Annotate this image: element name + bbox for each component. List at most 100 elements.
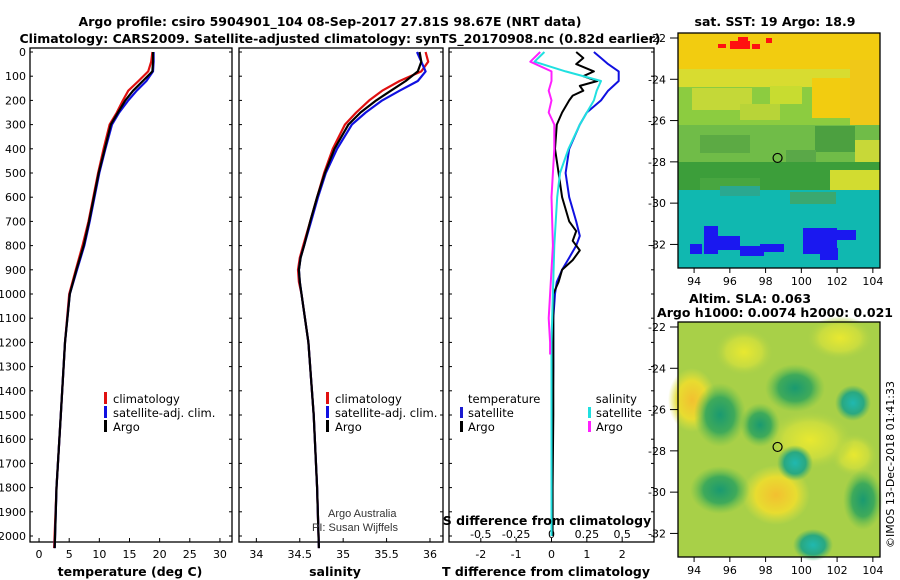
- depth-tick-label: 1500: [0, 409, 26, 422]
- x-tick-label: 5: [66, 548, 73, 561]
- s-difference-axis-label: S difference from climatology: [443, 513, 652, 528]
- series-argo: [297, 51, 423, 549]
- depth-tick-label: 1100: [0, 312, 26, 325]
- lat-tick-label: -32: [648, 527, 666, 540]
- depth-tick-label: 0: [19, 46, 26, 59]
- lat-tick-label: -30: [648, 197, 666, 210]
- depth-tick-label: 200: [5, 94, 26, 107]
- depth-tick-label: 2000: [0, 530, 26, 543]
- sla-map-title2: Argo h1000: 0.0074 h2000: 0.021: [657, 305, 893, 320]
- lat-tick-label: -30: [648, 486, 666, 499]
- lat-tick-label: -22: [648, 32, 666, 45]
- x-tick-label: -1: [511, 548, 522, 561]
- temperature-legend: climatology satellite-adj. clim. Argo: [104, 392, 215, 434]
- x-tick-label: 30: [213, 548, 227, 561]
- legend-swatch-climatology: [326, 392, 329, 404]
- depth-tick-label: 1900: [0, 506, 26, 519]
- s-x-tick-label: 0.25: [575, 528, 600, 541]
- legend-swatch-satellite: [326, 406, 329, 418]
- x-tick-label: 25: [183, 548, 197, 561]
- x-tick-label: 1: [583, 548, 590, 561]
- depth-tick-label: 600: [5, 191, 26, 204]
- legend-swatch-argo: [104, 420, 107, 432]
- x-tick-label: 36: [423, 548, 437, 561]
- legend-heading-salinity: salinity: [596, 392, 637, 406]
- legend-label-satellite: satellite-adj. clim.: [113, 406, 215, 420]
- legend-swatch-t-satellite: [460, 407, 463, 418]
- sst-map-frame: [677, 32, 881, 269]
- lat-tick-label: -32: [648, 238, 666, 251]
- legend-swatch-climatology: [104, 392, 107, 404]
- difference-plot: -2 -1 0 1 2-0.5 -0.25 0 0.25 0.5: [470, 51, 631, 561]
- legend-label-t-satellite: satellite: [468, 406, 514, 420]
- legend-label-t-argo: Argo: [468, 420, 495, 434]
- salinity-legend: climatology satellite-adj. clim. Argo: [326, 392, 437, 434]
- s-x-tick-label: -0.25: [502, 528, 530, 541]
- salinity-plot: 34 34.5 35 35.5 36: [249, 51, 437, 561]
- x-tick-label: 10: [92, 548, 106, 561]
- legend-heading-temperature: temperature: [468, 392, 540, 406]
- legend-swatch-s-argo: [588, 421, 591, 432]
- map-axes: -22 -24 -26 -28 -30 -32 94 96 98 100 102 104 -22 -24 -…: [648, 32, 883, 577]
- series-temperature-argo: [551, 51, 599, 536]
- x-tick-label: -2: [475, 548, 486, 561]
- lat-tick-label: -28: [648, 445, 666, 458]
- legend-swatch-argo: [326, 420, 329, 432]
- depth-tick-label: 300: [5, 119, 26, 132]
- temperature-plot: 0 5 10 15 20 25 30: [36, 51, 227, 561]
- depth-tick-label: 1800: [0, 482, 26, 495]
- legend-label-climatology: climatology: [113, 392, 180, 406]
- lon-tick-label: 104: [862, 564, 883, 577]
- depth-tick-label: 400: [5, 143, 26, 156]
- lat-tick-label: -26: [648, 404, 666, 417]
- legend-swatch-t-argo: [460, 421, 463, 432]
- lon-tick-label: 102: [827, 564, 848, 577]
- legend-label-argo: Argo: [113, 420, 140, 434]
- credit-pi: PI: Susan Wijffels: [312, 522, 398, 534]
- depth-tick-label: 500: [5, 167, 26, 180]
- s-x-tick-label: -0.5: [470, 528, 491, 541]
- salinity-axis-label: salinity: [309, 564, 361, 579]
- legend-label-climatology: climatology: [335, 392, 402, 406]
- legend-label-s-satellite: satellite: [596, 406, 642, 420]
- sst-float-marker: [772, 152, 783, 164]
- series-salinity-satellite: [533, 51, 602, 536]
- depth-tick-label: 1000: [0, 288, 26, 301]
- sst-map: [678, 33, 880, 268]
- x-tick-label: 15: [122, 548, 136, 561]
- x-tick-label: 34: [249, 548, 263, 561]
- lat-tick-label: -24: [648, 362, 666, 375]
- credit-argo-australia: Argo Australia: [328, 508, 397, 520]
- figure-title-line1: Argo profile: csiro 5904901_104 08-Sep-2…: [79, 14, 582, 30]
- sla-map: [668, 316, 883, 561]
- depth-tick-label: 1600: [0, 433, 26, 446]
- imos-timestamp: ©IMOS 13-Dec-2018 01:41:33: [884, 381, 897, 548]
- x-tick-label: 0: [548, 548, 555, 561]
- sla-map-frame: [677, 321, 881, 558]
- salinity-panel-frame: [238, 47, 444, 543]
- lat-tick-label: -26: [648, 115, 666, 128]
- series-temperature-satellite: [551, 51, 620, 536]
- x-tick-label: 35.5: [374, 548, 399, 561]
- legend-label-argo: Argo: [335, 420, 362, 434]
- depth-tick-label: 1200: [0, 336, 26, 349]
- x-tick-label: 20: [153, 548, 167, 561]
- t-difference-axis-label: T difference from climatology: [442, 564, 650, 579]
- lon-tick-label: 104: [862, 275, 883, 288]
- x-tick-label: 35: [336, 548, 350, 561]
- lat-tick-label: -24: [648, 73, 666, 86]
- x-tick-label: 2: [619, 548, 626, 561]
- lon-tick-label: 98: [759, 564, 773, 577]
- legend-label-satellite: satellite-adj. clim.: [335, 406, 437, 420]
- depth-tick-label: 1300: [0, 361, 26, 374]
- lon-tick-label: 96: [723, 564, 737, 577]
- lon-tick-label: 94: [687, 564, 701, 577]
- temperature-axis-label: temperature (deg C): [58, 564, 203, 579]
- lon-tick-label: 100: [791, 275, 812, 288]
- lon-tick-label: 98: [759, 275, 773, 288]
- series-salinity-argo: [529, 51, 556, 355]
- lon-tick-label: 94: [687, 275, 701, 288]
- lat-tick-label: -22: [648, 321, 666, 334]
- depth-tick-label: 1400: [0, 385, 26, 398]
